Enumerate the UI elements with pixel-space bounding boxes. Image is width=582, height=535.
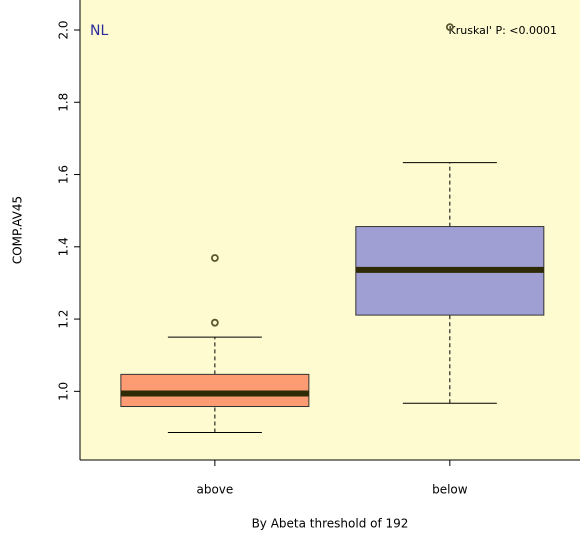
annotation: NL: [90, 23, 108, 39]
y-tick-label: 1.6: [57, 165, 71, 184]
x-tick-label: below: [432, 483, 468, 497]
outlier: [445, 23, 454, 32]
outlier: [210, 254, 219, 262]
box: [120, 373, 310, 408]
y-axis-label: COMP.AV45: [11, 196, 25, 264]
y-tick-label: 1.4: [57, 237, 71, 256]
x-tick-label: above: [196, 483, 233, 497]
annotation: Kruskal' P: <0.0001: [449, 24, 557, 37]
outlier: [210, 318, 219, 327]
y-tick-label: 1.8: [57, 93, 71, 112]
x-axis-label: By Abeta threshold of 192: [252, 517, 409, 531]
y-tick-label: 1.2: [57, 310, 71, 329]
y-tick-label: 1.0: [57, 382, 71, 401]
y-tick-label: 2.0: [57, 20, 71, 39]
